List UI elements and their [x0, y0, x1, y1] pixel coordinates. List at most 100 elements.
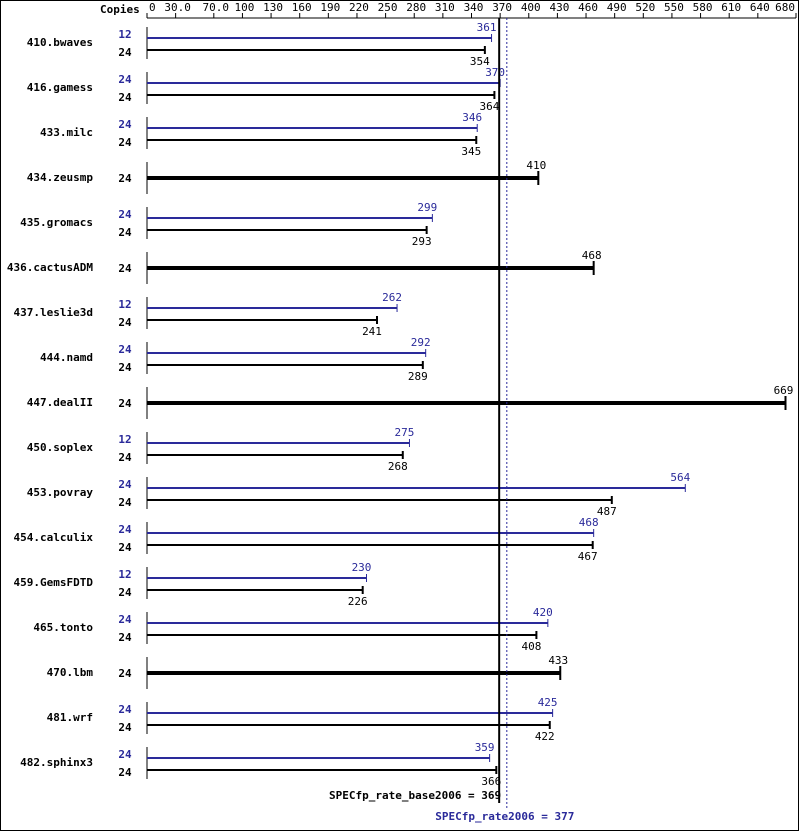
peak-copies: 24 [118, 703, 132, 716]
peak-label: 262 [382, 291, 402, 304]
base-copies: 24 [118, 496, 132, 509]
x-tick-label: 280 [406, 1, 426, 14]
base-copies: 24 [118, 586, 132, 599]
base-copies: 24 [118, 361, 132, 374]
peak-copies: 24 [118, 208, 132, 221]
axis-title: Copies [100, 3, 140, 16]
x-tick-label: 100 [235, 1, 255, 14]
x-tick-label: 430 [549, 1, 569, 14]
base-copies: 24 [118, 541, 132, 554]
peak-label: 425 [538, 696, 558, 709]
base-label: 364 [479, 100, 499, 113]
x-tick-label: 640 [750, 1, 770, 14]
base-label: 433 [548, 654, 568, 667]
base-copies: 24 [118, 316, 132, 329]
x-tick-label: 250 [378, 1, 398, 14]
base-copies: 24 [118, 631, 132, 644]
base-copies: 24 [118, 451, 132, 464]
peak-label: 292 [411, 336, 431, 349]
x-tick-label: 340 [464, 1, 484, 14]
base-copies: 24 [118, 91, 132, 104]
x-tick-label: 460 [578, 1, 598, 14]
benchmark-name: 435.gromacs [20, 216, 93, 229]
peak-metric-label: SPECfp_rate2006 = 377 [435, 810, 574, 823]
base-label: 467 [578, 550, 598, 563]
x-tick-label: 190 [320, 1, 340, 14]
benchmark-name: 436.cactusADM [7, 261, 93, 274]
peak-label: 299 [417, 201, 437, 214]
base-label: 268 [388, 460, 408, 473]
base-label: 345 [461, 145, 481, 158]
base-copies: 24 [118, 136, 132, 149]
peak-label: 230 [352, 561, 372, 574]
base-copies: 24 [118, 721, 132, 734]
x-tick-label: 610 [721, 1, 741, 14]
x-tick-label: 70.0 [203, 1, 230, 14]
x-tick-label: 680 [775, 1, 795, 14]
x-tick-label: 220 [349, 1, 369, 14]
base-label: 408 [521, 640, 541, 653]
base-copies: 24 [118, 262, 132, 275]
peak-copies: 24 [118, 613, 132, 626]
peak-copies: 12 [118, 28, 131, 41]
peak-label: 275 [395, 426, 415, 439]
benchmark-name: 444.namd [40, 351, 93, 364]
peak-label: 420 [533, 606, 553, 619]
base-copies: 24 [118, 46, 132, 59]
peak-copies: 12 [118, 568, 131, 581]
benchmark-name: 437.leslie3d [14, 306, 93, 319]
x-tick-label: 30.0 [164, 1, 191, 14]
peak-copies: 12 [118, 433, 131, 446]
base-label: 226 [348, 595, 368, 608]
base-label: 293 [412, 235, 432, 248]
peak-copies: 24 [118, 343, 132, 356]
benchmark-name: 465.tonto [33, 621, 93, 634]
peak-label: 346 [462, 111, 482, 124]
base-copies: 24 [118, 172, 132, 185]
base-copies: 24 [118, 766, 132, 779]
base-metric-label: SPECfp_rate_base2006 = 369 [329, 789, 501, 802]
base-copies: 24 [118, 397, 132, 410]
benchmark-name: 433.milc [40, 126, 93, 139]
peak-label: 370 [485, 66, 505, 79]
base-copies: 24 [118, 667, 132, 680]
benchmark-name: 434.zeusmp [27, 171, 94, 184]
benchmark-name: 447.dealII [27, 396, 93, 409]
benchmark-name: 454.calculix [14, 531, 94, 544]
benchmark-name: 416.gamess [27, 81, 93, 94]
x-tick-label: 130 [263, 1, 283, 14]
peak-copies: 12 [118, 298, 131, 311]
peak-copies: 24 [118, 478, 132, 491]
base-label: 289 [408, 370, 428, 383]
x-tick-label: 310 [435, 1, 455, 14]
base-label: 669 [774, 384, 794, 397]
peak-copies: 24 [118, 118, 132, 131]
x-tick-label: 490 [607, 1, 627, 14]
x-tick-label: 550 [664, 1, 684, 14]
peak-copies: 24 [118, 523, 132, 536]
x-tick-label: 0 [149, 1, 156, 14]
x-tick-label: 400 [521, 1, 541, 14]
benchmark-name: 410.bwaves [27, 36, 93, 49]
x-tick-label: 160 [292, 1, 312, 14]
base-label: 366 [481, 775, 501, 788]
base-label: 410 [526, 159, 546, 172]
base-label: 354 [470, 55, 490, 68]
benchmark-name: 453.povray [27, 486, 94, 499]
peak-label: 359 [475, 741, 495, 754]
benchmark-name: 470.lbm [47, 666, 94, 679]
base-label: 241 [362, 325, 382, 338]
benchmark-name: 482.sphinx3 [20, 756, 93, 769]
benchmark-name: 459.GemsFDTD [14, 576, 94, 589]
peak-label: 468 [579, 516, 599, 529]
base-copies: 24 [118, 226, 132, 239]
base-label: 487 [597, 505, 617, 518]
benchmark-name: 481.wrf [47, 711, 93, 724]
x-tick-label: 370 [492, 1, 512, 14]
peak-label: 361 [477, 21, 497, 34]
base-label: 422 [535, 730, 555, 743]
peak-copies: 24 [118, 73, 132, 86]
peak-copies: 24 [118, 748, 132, 761]
benchmark-name: 450.soplex [27, 441, 94, 454]
